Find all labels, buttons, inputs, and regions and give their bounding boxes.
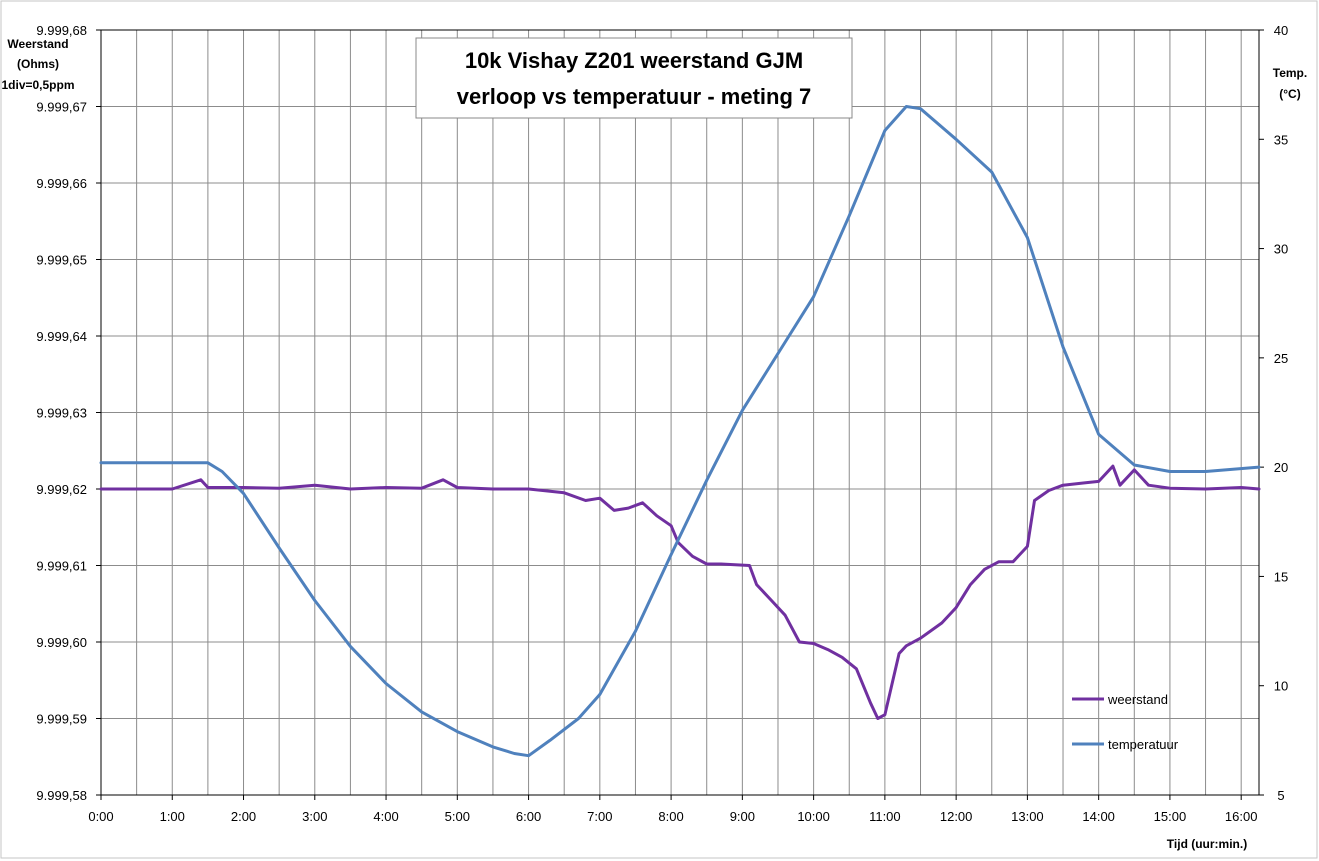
x-tick-label: 7:00 — [587, 809, 612, 824]
x-tick-label: 6:00 — [516, 809, 541, 824]
y-left-axis-label-3: 1div=0,5ppm — [1, 78, 74, 92]
legend-label-weerstand: weerstand — [1107, 692, 1168, 707]
x-tick-label: 13:00 — [1011, 809, 1044, 824]
chart-title: 10k Vishay Z201 weerstand GJM — [465, 48, 803, 73]
y-right-axis-label-1: Temp. — [1273, 66, 1307, 80]
y-right-tick-label: 25 — [1274, 351, 1288, 366]
y-left-tick-label: 9.999,62 — [36, 482, 87, 497]
y-left-tick-label: 9.999,58 — [36, 788, 87, 803]
x-tick-label: 14:00 — [1082, 809, 1115, 824]
x-tick-label: 12:00 — [940, 809, 973, 824]
x-tick-label: 3:00 — [302, 809, 327, 824]
y-left-tick-label: 9.999,66 — [36, 176, 87, 191]
series-line-temperatuur — [99, 105, 1261, 758]
y-right-tick-label: 40 — [1274, 23, 1288, 38]
y-left-tick-label: 9.999,67 — [36, 100, 87, 115]
y-right-tick-label: 10 — [1274, 679, 1288, 694]
legend-label-temperatuur: temperatuur — [1108, 737, 1179, 752]
x-tick-label: 4:00 — [373, 809, 398, 824]
x-tick-label: 2:00 — [231, 809, 256, 824]
x-tick-label: 15:00 — [1154, 809, 1187, 824]
gridlines — [101, 30, 1259, 795]
y-right-tick-label: 15 — [1274, 569, 1288, 584]
y-left-axis-ticks: 9.999,58 9.999,59 9.999,60 9.999,61 9.999,62… — [36, 23, 101, 803]
x-tick-label: 0:00 — [88, 809, 113, 824]
series-line-weerstand — [99, 464, 1261, 720]
x-tick-label: 9:00 — [730, 809, 755, 824]
y-right-tick-label: 30 — [1274, 242, 1288, 257]
y-left-tick-label: 9.999,65 — [36, 253, 87, 268]
y-left-tick-label: 9.999,59 — [36, 712, 87, 727]
y-left-axis-label-1: Weerstand — [7, 37, 68, 51]
y-right-tick-label: 20 — [1274, 460, 1288, 475]
y-left-tick-label: 9.999,61 — [36, 559, 87, 574]
x-tick-label: 11:00 — [869, 809, 901, 824]
y-left-tick-label: 9.999,60 — [36, 635, 87, 650]
y-left-tick-label: 9.999,63 — [36, 406, 87, 421]
x-axis-label: Tijd (uur:min.) — [1167, 837, 1247, 851]
y-left-tick-label: 9.999,68 — [36, 23, 87, 38]
y-right-axis-ticks: 5 10 15 20 25 30 35 40 — [1259, 23, 1288, 803]
x-axis-ticks: 0:00 1:00 2:00 3:00 4:00 5:00 6:00 7:00 8:00 9:00… — [88, 795, 1257, 824]
x-tick-label: 8:00 — [658, 809, 683, 824]
x-tick-label: 10:00 — [797, 809, 830, 824]
x-tick-label: 16:00 — [1225, 809, 1258, 824]
y-right-tick-label: 35 — [1274, 132, 1288, 147]
x-tick-label: 5:00 — [445, 809, 470, 824]
chart-title-box: 10k Vishay Z201 weerstand GJM verloop vs… — [415, 37, 853, 119]
x-tick-label: 1:00 — [160, 809, 185, 824]
series-lines — [99, 105, 1261, 758]
chart-subtitle: verloop vs temperatuur - meting 7 — [457, 84, 812, 109]
legend: weerstand temperatuur — [1072, 692, 1179, 752]
y-left-axis-label-2: (Ohms) — [17, 57, 59, 71]
y-left-tick-label: 9.999,64 — [36, 329, 87, 344]
y-right-axis-label-2: (°C) — [1279, 87, 1300, 101]
y-right-tick-label: 5 — [1277, 788, 1284, 803]
